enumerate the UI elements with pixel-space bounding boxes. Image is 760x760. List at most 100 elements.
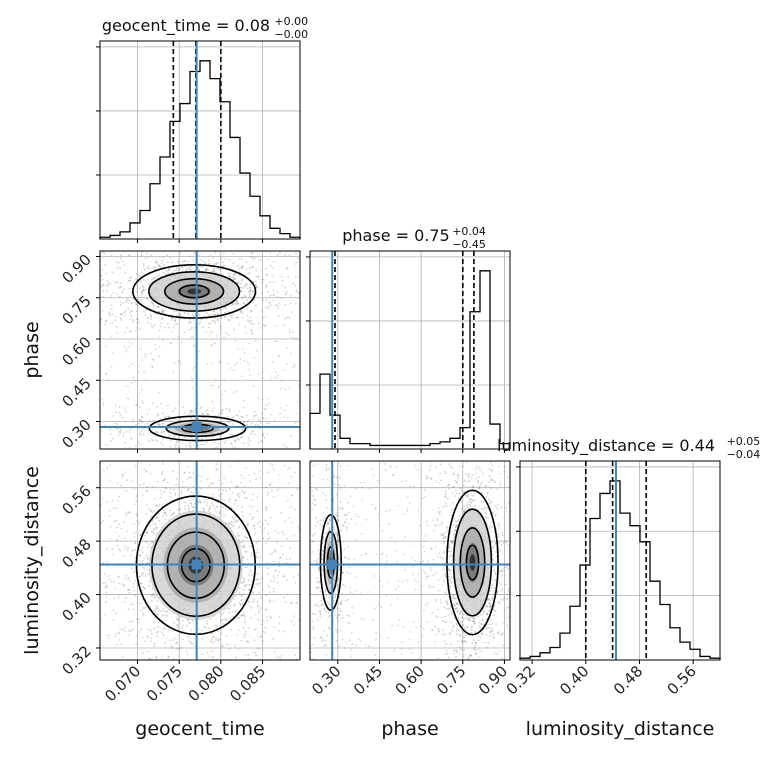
sample-point [144, 288, 147, 291]
sample-point [153, 642, 156, 645]
sample-point [142, 586, 144, 588]
sample-point [323, 630, 326, 632]
sample-point [161, 260, 164, 262]
sample-point [291, 521, 293, 524]
sample-point [182, 406, 185, 409]
sample-point [276, 304, 278, 307]
sample-point [463, 636, 465, 639]
sample-point [170, 496, 172, 499]
sample-point [155, 595, 158, 598]
sample-point [456, 602, 459, 605]
sample-point [268, 281, 271, 284]
sample-point [138, 554, 141, 557]
sample-point [474, 641, 477, 644]
sample-point [125, 490, 128, 492]
sample-point [151, 366, 154, 369]
sample-point [189, 445, 192, 447]
sample-point [277, 307, 280, 309]
sample-point [237, 616, 240, 619]
sample-point [238, 592, 241, 595]
sample-point [247, 363, 250, 366]
contour-0-1 [164, 277, 225, 305]
sample-point [243, 614, 246, 617]
sample-point [127, 398, 130, 400]
sample-point [164, 415, 167, 418]
sample-point [133, 531, 136, 534]
sample-point [204, 410, 207, 413]
sample-point [315, 517, 317, 520]
sample-point [164, 512, 167, 515]
sample-point [169, 434, 171, 437]
sample-point [117, 631, 120, 634]
sample-point [194, 502, 196, 505]
sample-point [323, 608, 326, 611]
sample-point [162, 430, 165, 433]
sample-point [264, 324, 267, 327]
sample-point [249, 316, 252, 319]
sample-point [437, 579, 440, 581]
sample-point [126, 326, 129, 329]
sample-point [121, 655, 124, 658]
sample-point [135, 514, 138, 517]
sample-point [180, 647, 183, 649]
sample-point [265, 669, 267, 671]
sample-point [223, 609, 226, 611]
sample-point [114, 319, 117, 322]
sample-point [223, 442, 226, 444]
sample-point [171, 513, 174, 516]
sample-point [216, 335, 218, 337]
contour-0-0 [178, 284, 210, 299]
sample-point [174, 319, 177, 321]
sample-point [127, 546, 129, 549]
sample-point [250, 252, 253, 254]
sample-point [242, 302, 245, 305]
sample-point [130, 302, 133, 305]
sample-point [247, 419, 250, 421]
sample-point [149, 525, 152, 528]
sample-point [121, 583, 123, 585]
sample-point [284, 254, 287, 256]
sample-point [195, 249, 197, 251]
sample-point [145, 297, 148, 300]
sample-point [248, 267, 251, 270]
sample-point [140, 609, 142, 612]
sample-point [297, 257, 299, 260]
sample-point [161, 631, 163, 633]
sample-point [240, 639, 243, 642]
sample-point [294, 302, 297, 305]
sample-point [244, 632, 247, 635]
sample-point [118, 495, 120, 498]
sample-point [314, 504, 317, 506]
sample-point [157, 306, 160, 308]
sample-point [240, 310, 243, 313]
sample-point [453, 604, 456, 607]
sample-point [237, 538, 240, 541]
sample-point [127, 341, 130, 343]
sample-point [455, 524, 457, 527]
sample-point [155, 631, 158, 634]
sample-point [207, 627, 210, 630]
sample-point [160, 492, 163, 495]
sample-point [265, 509, 268, 512]
sample-point [182, 481, 185, 483]
sample-point [261, 640, 264, 642]
sample-point [319, 519, 322, 522]
sample-point [143, 371, 146, 374]
sample-point [204, 269, 207, 272]
sample-point [114, 280, 117, 283]
sample-point [256, 496, 259, 499]
sample-point [289, 557, 292, 560]
sample-point [252, 493, 254, 495]
sample-point [241, 541, 244, 544]
sample-point [282, 575, 285, 578]
sample-point [225, 635, 228, 637]
sample-point [450, 613, 453, 615]
sample-point [284, 292, 287, 295]
sample-point [251, 418, 254, 421]
sample-point [105, 285, 108, 287]
sample-point [163, 512, 165, 514]
sample-point [243, 546, 245, 549]
sample-point [238, 323, 241, 326]
sample-point [248, 474, 251, 477]
sample-point [223, 477, 226, 479]
